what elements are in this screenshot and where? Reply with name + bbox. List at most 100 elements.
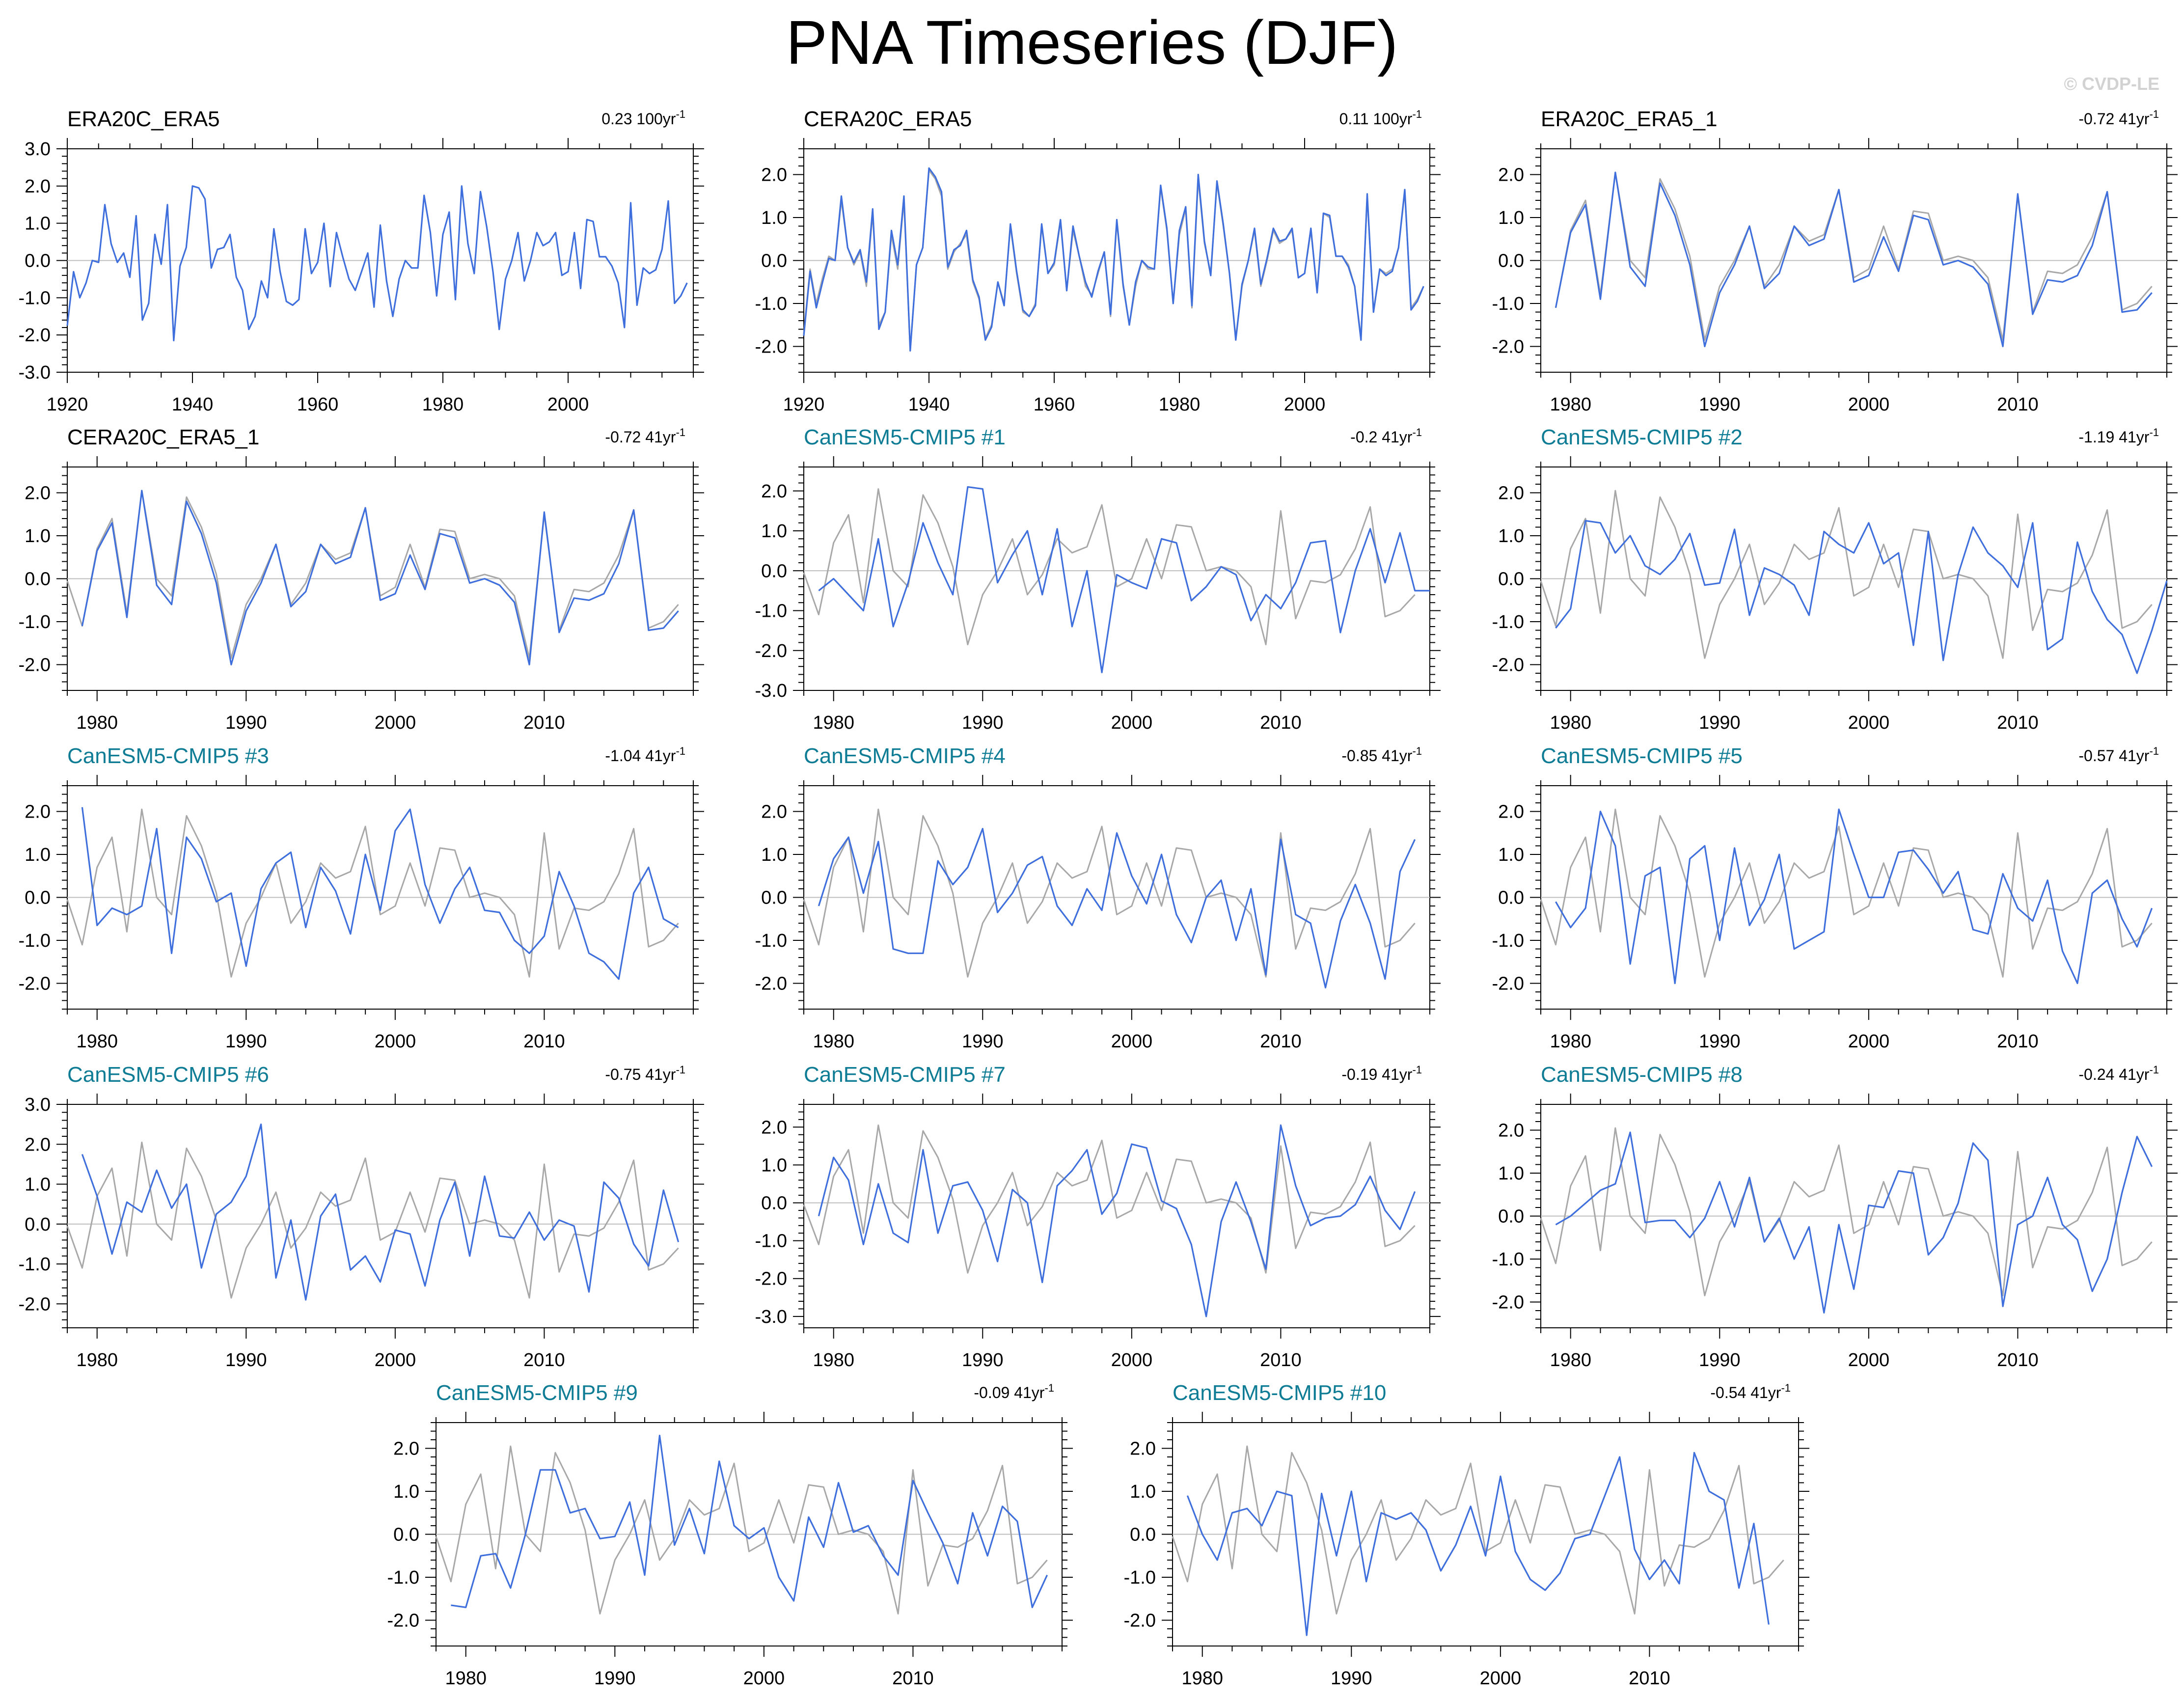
- y-tick-label: -3.0: [755, 1307, 787, 1327]
- y-tick-label: -2.0: [755, 974, 787, 994]
- y-tick-label: -2.0: [19, 1294, 51, 1315]
- x-tick-label: 2010: [1997, 1031, 2039, 1052]
- y-tick-label: 2.0: [761, 1117, 787, 1138]
- y-tick-label: -2.0: [755, 641, 787, 661]
- y-tick-label: 1.0: [761, 845, 787, 865]
- panel-title: CanESM5-CMIP5 #10: [1173, 1381, 1386, 1405]
- x-tick-label: 2000: [743, 1668, 785, 1689]
- x-tick-label: 1990: [225, 1031, 267, 1052]
- reference-series-line: [1540, 808, 2153, 978]
- panel-13: -2.0 -1.0 0.0 1.0 2.0 1980 1990 2000 2010 CanESM5…: [387, 1381, 1073, 1689]
- trend-label: -0.54 41yr-1: [1710, 1382, 1791, 1401]
- y-tick-label: -2.0: [1492, 655, 1524, 676]
- panel-title: CanESM5-CMIP5 #4: [804, 744, 1006, 768]
- x-tick-label: 1990: [962, 1350, 1004, 1371]
- x-tick-label: 1960: [297, 394, 339, 415]
- member-series-line: [81, 490, 679, 666]
- panel-4: -2.0 -1.0 0.0 1.0 2.0 1980 1990 2000 2010 CERA20C…: [19, 425, 704, 733]
- panel-title: CERA20C_ERA5: [804, 107, 972, 131]
- reference-series-line: [66, 1141, 679, 1299]
- y-tick-label: 1.0: [761, 208, 787, 228]
- reference-series-line: [1172, 1445, 1784, 1615]
- panel-11: -3.0 -2.0 -1.0 0.0 1.0 2.0 1980 1990 2000 2010 Can…: [755, 1063, 1441, 1371]
- y-tick-label: -1.0: [19, 612, 51, 632]
- x-tick-label: 1980: [813, 1031, 854, 1052]
- x-tick-label: 2010: [1629, 1668, 1670, 1689]
- panel-title: CanESM5-CMIP5 #2: [1541, 425, 1743, 449]
- reference-series-line: [66, 490, 679, 659]
- panel-title: CanESM5-CMIP5 #1: [804, 425, 1006, 449]
- x-tick-label: 2000: [375, 1350, 416, 1371]
- x-tick-label: 1990: [1699, 394, 1741, 415]
- panel-1: -3.0 -2.0 -1.0 0.0 1.0 2.0 3.0 1920 1940 1960 1980…: [19, 107, 704, 415]
- member-series-line: [66, 185, 688, 342]
- y-tick-label: -2.0: [755, 337, 787, 357]
- y-tick-label: -1.0: [1492, 294, 1524, 314]
- y-tick-label: 1.0: [393, 1482, 419, 1502]
- y-tick-label: 0.0: [1130, 1525, 1156, 1545]
- y-tick-label: 0.0: [25, 569, 51, 590]
- member-series-line: [818, 1124, 1416, 1317]
- trend-label: -0.72 41yr-1: [2078, 108, 2159, 128]
- x-tick-label: 2000: [1848, 1350, 1890, 1371]
- y-tick-label: 2.0: [761, 802, 787, 823]
- y-tick-label: -1.0: [755, 294, 787, 314]
- panel-title: CanESM5-CMIP5 #8: [1541, 1063, 1743, 1087]
- member-series-line: [1555, 808, 2153, 985]
- x-tick-label: 2000: [375, 713, 416, 733]
- member-series-line: [1555, 1131, 2153, 1314]
- y-tick-label: 1.0: [761, 521, 787, 542]
- x-tick-label: 2000: [1848, 394, 1890, 415]
- panel-title: CanESM5-CMIP5 #6: [67, 1063, 269, 1087]
- x-tick-label: 1920: [47, 394, 88, 415]
- y-tick-label: 1.0: [25, 1175, 51, 1195]
- y-tick-label: 3.0: [25, 139, 51, 160]
- x-tick-label: 1980: [445, 1668, 487, 1689]
- y-tick-label: 2.0: [25, 1134, 51, 1155]
- y-tick-label: 1.0: [25, 214, 51, 234]
- y-tick-label: 2.0: [25, 802, 51, 823]
- x-tick-label: 2000: [1848, 713, 1890, 733]
- y-tick-label: -2.0: [755, 1269, 787, 1289]
- trend-label: -0.19 41yr-1: [1341, 1064, 1422, 1083]
- trend-label: -1.19 41yr-1: [2078, 426, 2159, 446]
- member-series-line: [81, 1124, 680, 1301]
- y-tick-label: 2.0: [1130, 1439, 1156, 1459]
- y-tick-label: -1.0: [387, 1567, 419, 1588]
- x-tick-label: 1990: [594, 1668, 636, 1689]
- y-tick-label: -2.0: [19, 325, 51, 346]
- member-series-line: [81, 807, 679, 980]
- x-tick-label: 2010: [523, 1350, 565, 1371]
- trend-label: -0.85 41yr-1: [1341, 745, 1422, 765]
- trend-label: -0.72 41yr-1: [605, 426, 685, 446]
- trend-label: -0.57 41yr-1: [2078, 745, 2159, 765]
- trend-label: 0.11 100yr-1: [1339, 108, 1422, 128]
- y-tick-label: -1.0: [19, 931, 51, 951]
- member-series-line: [818, 827, 1416, 988]
- y-tick-label: 0.0: [393, 1525, 419, 1545]
- panel-14: -2.0 -1.0 0.0 1.0 2.0 1980 1990 2000 2010 CanESM5…: [1124, 1381, 1809, 1689]
- y-tick-label: -2.0: [1124, 1611, 1156, 1631]
- y-tick-label: -1.0: [19, 1254, 51, 1275]
- reference-series-line: [435, 1445, 1048, 1615]
- panel-5: -3.0 -2.0 -1.0 0.0 1.0 2.0 1980 1990 2000 2010 Can…: [755, 425, 1441, 733]
- x-tick-label: 1990: [225, 1350, 267, 1371]
- x-tick-label: 2000: [1111, 713, 1153, 733]
- y-tick-label: -1.0: [755, 931, 787, 951]
- y-tick-label: 2.0: [761, 165, 787, 186]
- y-tick-label: 0.0: [761, 1193, 787, 1214]
- y-tick-label: -2.0: [1492, 337, 1524, 357]
- panel-title: ERA20C_ERA5_1: [1541, 107, 1718, 131]
- y-tick-label: -1.0: [755, 1231, 787, 1252]
- panel-title: CanESM5-CMIP5 #7: [804, 1063, 1006, 1087]
- x-tick-label: 2010: [1997, 713, 2039, 733]
- x-tick-label: 1990: [962, 713, 1004, 733]
- y-tick-label: 2.0: [1498, 165, 1524, 186]
- y-tick-label: -2.0: [1492, 974, 1524, 994]
- x-tick-label: 2000: [375, 1031, 416, 1052]
- y-tick-label: -1.0: [19, 288, 51, 308]
- x-tick-label: 1990: [1699, 1031, 1741, 1052]
- panel-title: CanESM5-CMIP5 #3: [67, 744, 269, 768]
- y-tick-label: 2.0: [25, 483, 51, 504]
